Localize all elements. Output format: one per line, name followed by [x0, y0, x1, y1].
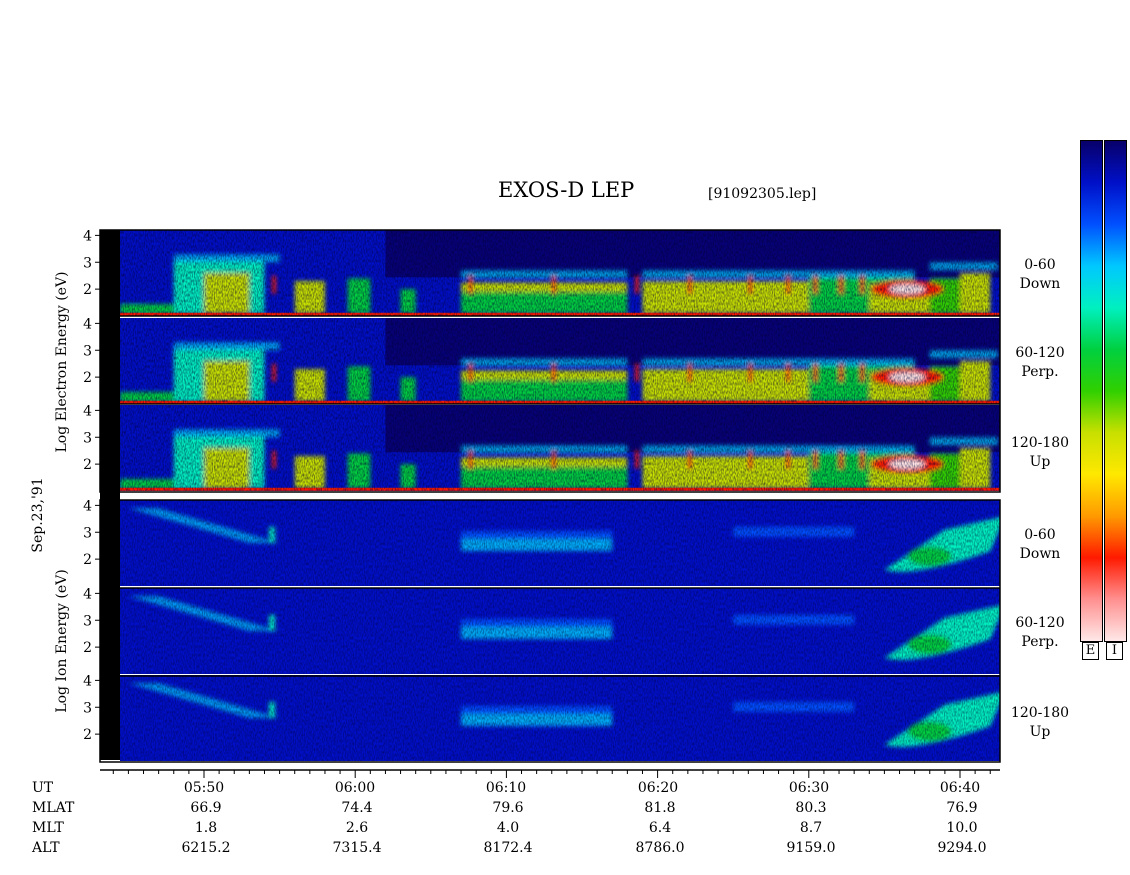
mlat-value: 79.6	[492, 800, 524, 816]
mlat-value: 76.9	[946, 800, 978, 816]
panel-label-4: 0-60 Down	[1000, 526, 1080, 564]
y-tick-label: 2	[83, 552, 92, 568]
panel-label-3: 120-180 Up	[1000, 434, 1080, 472]
y-tick-label: 3	[83, 525, 92, 541]
ion-panel-3	[120, 675, 1000, 761]
pitch-direction: Down	[1019, 546, 1061, 562]
pitch-direction: Down	[1019, 276, 1061, 292]
row-label-alt: ALT	[32, 840, 60, 856]
y-tick-label: 2	[83, 640, 92, 656]
alt-value: 8786.0	[635, 840, 685, 856]
y-tick-label: 4	[83, 403, 92, 419]
ion-panel-1	[120, 500, 1000, 586]
mlt-value: 4.0	[496, 820, 520, 836]
electron-panel-1	[120, 230, 1000, 316]
y-tick-label: 3	[83, 430, 92, 446]
ion-colorbar-label: I	[1106, 642, 1123, 660]
pitch-direction: Up	[1029, 454, 1051, 470]
y-tick-label: 4	[83, 498, 92, 514]
pitch-angle-range: 120-180	[1010, 705, 1070, 721]
y-tick-label: 4	[83, 586, 92, 602]
pitch-angle-range: 0-60	[1024, 257, 1056, 273]
pitch-angle-range: 120-180	[1010, 435, 1070, 451]
alt-value: 7315.4	[332, 840, 382, 856]
mlat-value: 81.8	[644, 800, 676, 816]
y-tick-label: 4	[83, 228, 92, 244]
alt-value: 8172.4	[483, 840, 533, 856]
panel-label-1: 0-60 Down	[1000, 256, 1080, 294]
mlat-value: 74.4	[341, 800, 373, 816]
panel-label-6: 120-180 Up	[1000, 704, 1080, 742]
y-tick-label: 2	[83, 457, 92, 473]
panel-label-5: 60-120 Perp.	[1000, 614, 1080, 652]
y-tick-label: 3	[83, 343, 92, 359]
electron-colorbar-label: E	[1082, 642, 1099, 660]
y-tick-label: 2	[83, 727, 92, 743]
alt-value: 6215.2	[181, 840, 231, 856]
row-label-ut: UT	[32, 780, 54, 796]
ion-panel-2	[120, 588, 1000, 674]
pitch-direction: Perp.	[1021, 364, 1059, 380]
ut-value: 06:30	[788, 780, 830, 796]
row-label-mlt: MLT	[32, 820, 64, 836]
y-tick-label: 2	[83, 370, 92, 386]
pitch-angle-range: 60-120	[1015, 345, 1065, 361]
pitch-direction: Perp.	[1021, 634, 1059, 650]
y-tick-label: 2	[83, 282, 92, 298]
mlt-value: 6.4	[648, 820, 672, 836]
pitch-angle-range: 60-120	[1015, 615, 1065, 631]
row-label-mlat: MLAT	[32, 800, 75, 816]
y-tick-label: 3	[83, 613, 92, 629]
electron-panel-3	[120, 405, 1000, 491]
ut-value: 06:10	[485, 780, 527, 796]
ut-value: 06:40	[939, 780, 981, 796]
ion-frame	[99, 499, 1001, 763]
electron-panel-2	[120, 318, 1000, 404]
y-tick-label: 3	[83, 700, 92, 716]
pitch-angle-range: 0-60	[1024, 527, 1056, 543]
electron-colorbar	[1080, 140, 1103, 642]
ut-value: 06:00	[334, 780, 376, 796]
mlt-value: 2.6	[345, 820, 369, 836]
data-gap-strip	[100, 230, 120, 760]
mlt-value: 8.7	[799, 820, 823, 836]
ut-value: 06:20	[637, 780, 679, 796]
ut-value: 05:50	[183, 780, 225, 796]
mlat-value: 80.3	[795, 800, 827, 816]
y-tick-label: 3	[83, 255, 92, 271]
file-name-label: [91092305.lep]	[708, 186, 817, 202]
y-tick-label: 4	[83, 316, 92, 332]
chart-title: EXOS-D LEP	[498, 178, 635, 202]
alt-value: 9294.0	[937, 840, 987, 856]
pitch-direction: Up	[1029, 724, 1051, 740]
ion-colorbar	[1104, 140, 1127, 642]
electron-frame	[99, 229, 1001, 493]
mlt-value: 1.8	[194, 820, 218, 836]
y-tick-label: 4	[83, 673, 92, 689]
mlat-value: 66.9	[190, 800, 222, 816]
alt-value: 9159.0	[786, 840, 836, 856]
panel-label-2: 60-120 Perp.	[1000, 344, 1080, 382]
mlt-value: 10.0	[946, 820, 978, 836]
